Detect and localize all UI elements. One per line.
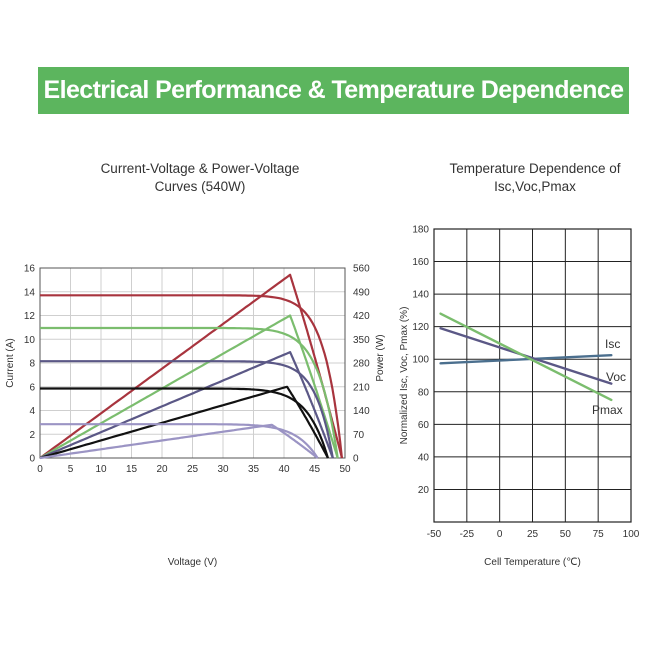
temp-x-tick-label: 75 bbox=[593, 529, 605, 540]
iv-chart-title-line-1: Current-Voltage & Power-Voltage bbox=[100, 161, 300, 176]
iv-current-curve-3 bbox=[40, 387, 329, 459]
iv-y-tick-label: 14 bbox=[24, 287, 36, 298]
iv-x-axis-label: Voltage (V) bbox=[168, 557, 217, 568]
temp-series-line-isc bbox=[439, 353, 613, 365]
temp-series-label-isc: Isc bbox=[605, 337, 620, 351]
iv-x-tick-label: 45 bbox=[309, 464, 321, 475]
iv-y2-tick-label: 70 bbox=[353, 430, 365, 441]
iv-x-tick-label: 10 bbox=[95, 464, 107, 475]
iv-y2-tick-label: 560 bbox=[353, 264, 370, 275]
iv-y-axis-label: Current (A) bbox=[5, 338, 16, 387]
iv-y2-tick-label: 280 bbox=[353, 359, 370, 370]
iv-x-tick-label: 30 bbox=[217, 464, 229, 475]
iv-power-curve-3 bbox=[39, 385, 329, 460]
iv-y2-tick-label: 140 bbox=[353, 406, 370, 417]
section-banner: Electrical Performance & Temperature Dep… bbox=[38, 67, 629, 114]
temp-y-axis-label: Normalized Isc, Voc, Pmax (%) bbox=[399, 307, 410, 445]
iv-x-tick-label: 50 bbox=[339, 464, 351, 475]
iv-y-tick-label: 16 bbox=[24, 264, 36, 275]
iv-plot-frame bbox=[39, 267, 346, 459]
iv-current-curve-2 bbox=[40, 360, 334, 459]
temp-y-tick-label: 60 bbox=[418, 420, 430, 431]
iv-y-tick-label: 8 bbox=[29, 359, 35, 370]
iv-y-tick-label: 0 bbox=[29, 454, 35, 465]
temp-x-tick-label: 25 bbox=[527, 529, 539, 540]
iv-y2-tick-label: 420 bbox=[353, 311, 370, 322]
temp-chart-title-line-2: Isc,Voc,Pmax bbox=[494, 179, 576, 194]
temp-x-tick-label: -50 bbox=[427, 529, 442, 540]
iv-power-curve-1 bbox=[39, 314, 339, 459]
temp-series-label-voc: Voc bbox=[606, 370, 626, 384]
iv-x-tick-label: 20 bbox=[156, 464, 168, 475]
iv-power-curve-4 bbox=[39, 423, 319, 460]
iv-current-curve-0 bbox=[40, 294, 343, 459]
iv-y2-axis-label: Power (W) bbox=[375, 334, 386, 381]
temp-y-tick-label: 160 bbox=[412, 257, 429, 268]
iv-x-tick-label: 25 bbox=[187, 464, 199, 475]
iv-y2-tick-label: 210 bbox=[353, 382, 370, 393]
temp-x-tick-label: 100 bbox=[623, 529, 640, 540]
iv-y2-tick-label: 350 bbox=[353, 335, 370, 346]
temp-y-tick-label: 120 bbox=[412, 322, 429, 333]
temp-x-tick-label: 50 bbox=[560, 529, 572, 540]
iv-y2-tick-label: 490 bbox=[353, 287, 370, 298]
iv-y-tick-label: 10 bbox=[24, 335, 36, 346]
iv-y-tick-label: 4 bbox=[29, 406, 35, 417]
iv-x-tick-label: 40 bbox=[278, 464, 290, 475]
temp-y-tick-label: 40 bbox=[418, 452, 430, 463]
iv-y-tick-label: 6 bbox=[29, 382, 35, 393]
temp-series-label-pmax: Pmax bbox=[592, 403, 623, 417]
temp-x-tick-label: -25 bbox=[460, 529, 475, 540]
iv-x-tick-label: 35 bbox=[248, 464, 260, 475]
temp-y-tick-label: 20 bbox=[418, 485, 430, 496]
iv-x-tick-label: 15 bbox=[126, 464, 138, 475]
temp-chart-title-line-1: Temperature Dependence of bbox=[449, 161, 621, 176]
temp-plot-frame bbox=[433, 228, 632, 523]
temp-y-tick-label: 180 bbox=[412, 225, 429, 236]
iv-x-tick-label: 5 bbox=[68, 464, 74, 475]
iv-chart-title: Current-Voltage & Power-Voltage Curves (… bbox=[40, 160, 360, 196]
temp-y-tick-label: 100 bbox=[412, 355, 429, 366]
iv-current-curve-1 bbox=[40, 326, 339, 459]
temp-y-tick-label: 80 bbox=[418, 387, 430, 398]
temp-chart-title: Temperature Dependence of Isc,Voc,Pmax bbox=[420, 160, 650, 196]
iv-power-curve-2 bbox=[39, 351, 334, 460]
temp-y-tick-label: 140 bbox=[412, 290, 429, 301]
iv-chart-title-line-2: Curves (540W) bbox=[154, 179, 246, 194]
iv-current-curve-4 bbox=[40, 423, 319, 459]
temp-x-tick-label: 0 bbox=[497, 529, 503, 540]
temp-x-axis-label: Cell Temperature (℃) bbox=[484, 557, 581, 568]
iv-y-tick-label: 12 bbox=[24, 311, 36, 322]
temp-series-line-pmax bbox=[439, 312, 613, 402]
iv-x-tick-label: 0 bbox=[37, 464, 43, 475]
iv-y2-tick-label: 0 bbox=[353, 454, 359, 465]
iv-y-tick-label: 2 bbox=[29, 430, 35, 441]
